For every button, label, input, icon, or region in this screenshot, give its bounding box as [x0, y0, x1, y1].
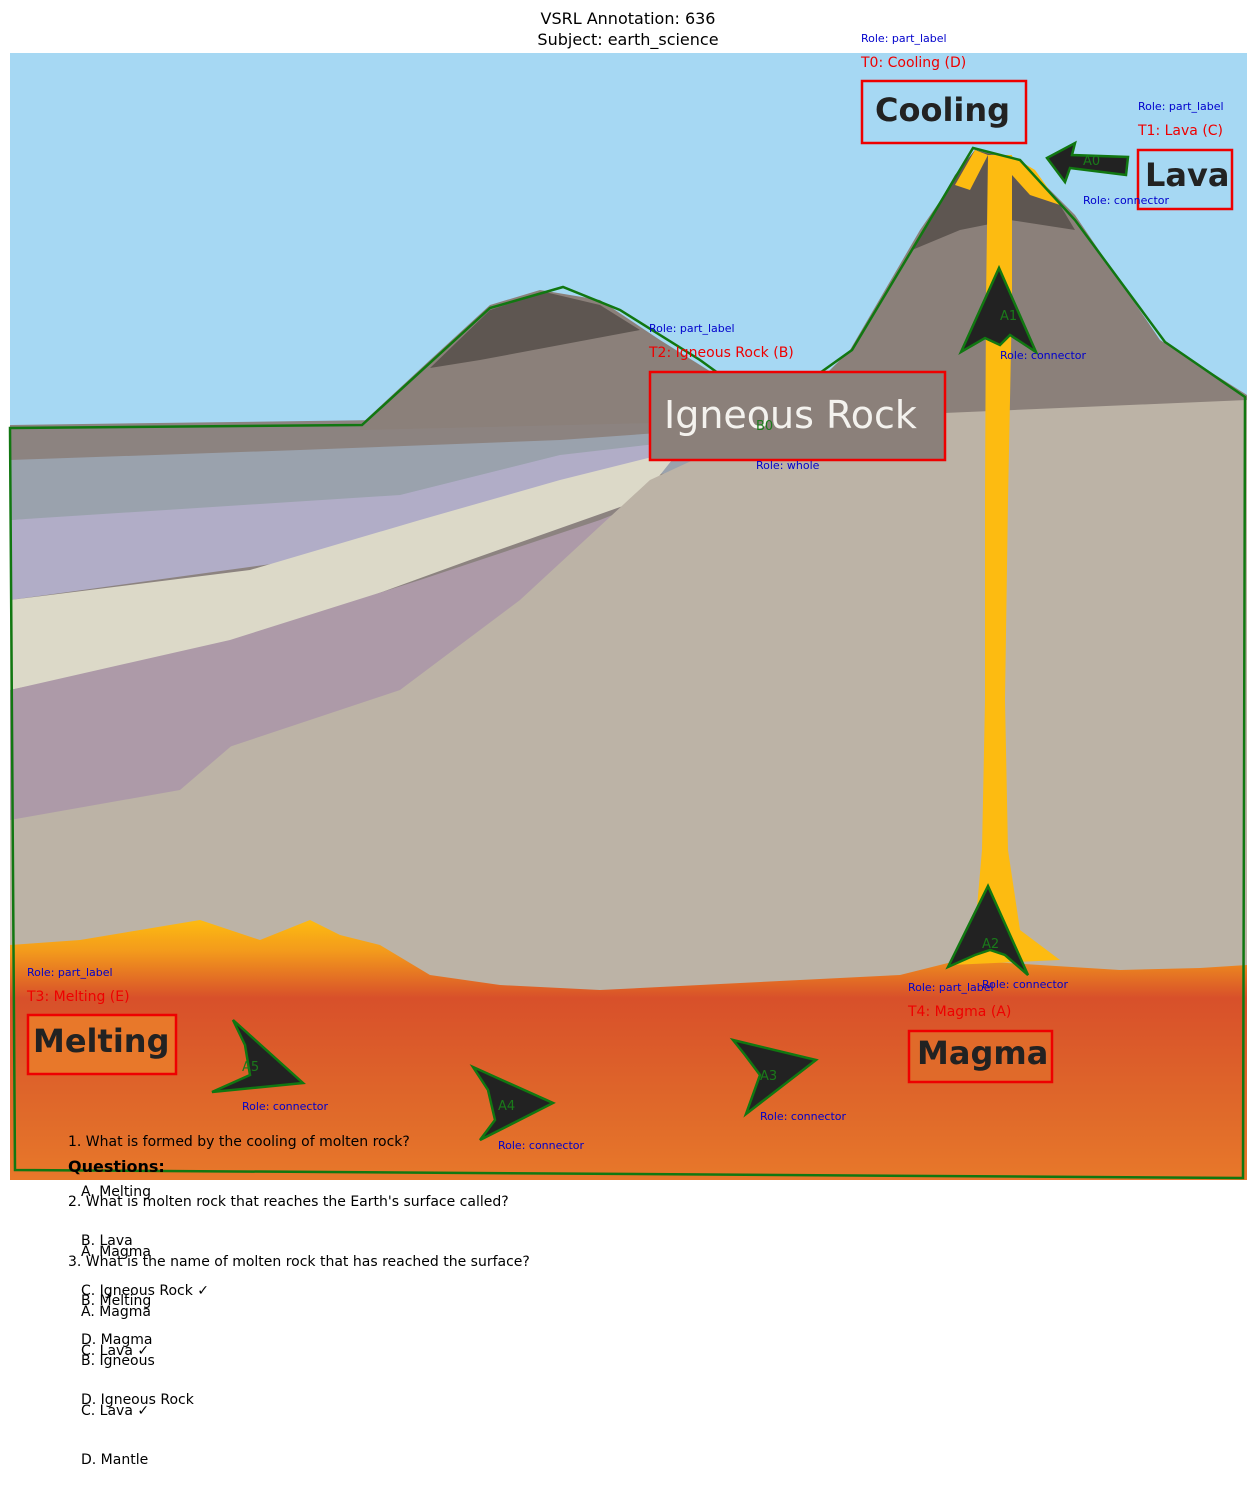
magma-label-box: Magma — [907, 1029, 1054, 1084]
question-3-text: 3. What is the name of molten rock that … — [68, 1254, 530, 1270]
a2-id: A2 — [982, 937, 999, 952]
question-2-option-b: B. Melting — [81, 1293, 152, 1309]
a1-id: A1 — [1000, 309, 1017, 324]
question-2-text: 2. What is molten rock that reaches the … — [68, 1194, 509, 1210]
a4-role: Role: connector — [498, 1139, 584, 1152]
b0-id: B0 — [756, 419, 773, 434]
question-3-option-d: D. Mantle — [81, 1452, 149, 1468]
t1-role: Role: part_label — [1138, 100, 1224, 113]
arrow-a3 — [729, 1037, 819, 1118]
magma-box-text: Magma — [917, 1034, 1048, 1072]
question-1-text: 1. What is formed by the cooling of molt… — [68, 1134, 410, 1150]
cooling-label-box: Cooling — [860, 79, 1028, 145]
question-1-option-c: C. Igneous Rock ✓ — [81, 1282, 210, 1299]
arrow-a1 — [958, 264, 1039, 356]
a3-role: Role: connector — [760, 1110, 846, 1123]
subject-title: Subject: earth_science — [537, 30, 719, 49]
question-3-option-a: A. Magma — [81, 1303, 151, 1320]
question-2-option-a: A. Magma — [81, 1243, 151, 1260]
arrow-a5 — [211, 1019, 306, 1094]
t3-role: Role: part_label — [27, 966, 113, 979]
melting-box-text: Melting — [33, 1022, 169, 1060]
lava-flow-left — [955, 150, 988, 190]
t0-role: Role: part_label — [861, 32, 947, 45]
b0-role: Role: whole — [756, 459, 820, 472]
lava-box-text: Lava — [1145, 156, 1229, 194]
stratum-mauve-edge — [10, 730, 250, 820]
question-3: 3. What is the name of molten rock that … — [68, 1221, 530, 1485]
a5-role: Role: connector — [242, 1100, 328, 1113]
cooling-box-text: Cooling — [875, 91, 1010, 129]
arrow-a0 — [1045, 140, 1130, 185]
a5-id: A5 — [242, 1060, 259, 1075]
question-3-option-b: B. Igneous — [81, 1353, 155, 1369]
question-1-option-a: A. Melting — [81, 1183, 151, 1200]
stratum-lavender — [10, 440, 690, 600]
diagram-illustration — [10, 53, 1247, 1180]
t4-tag: T4: Magma (A) — [907, 1004, 1011, 1020]
stratum-cream — [10, 450, 680, 690]
t4-role: Role: part_label — [908, 981, 994, 994]
a0-id: A0 — [1083, 154, 1100, 169]
lava-label-box: Lava — [1136, 148, 1234, 211]
question-3-option-c: C. Lava ✓ — [81, 1402, 150, 1419]
arrow-a4 — [469, 1064, 556, 1142]
a2-role: Role: connector — [982, 978, 1068, 991]
geology-diagram: Cooling Lava Igneous Rock Melting Magma … — [8, 32, 1247, 1180]
stratum-blue — [10, 430, 700, 520]
t1-tag: T1: Lava (C) — [1137, 123, 1223, 139]
a4-id: A4 — [498, 1099, 515, 1114]
a1-role: Role: connector — [1000, 349, 1086, 362]
question-1-option-b: B. Lava — [81, 1233, 133, 1249]
t3-tag: T3: Melting (E) — [26, 989, 130, 1005]
whole-outline — [8, 146, 1247, 1180]
igneous-rock-label-box: Igneous Rock — [648, 370, 947, 462]
melting-label-box: Melting — [26, 1013, 178, 1076]
arrow-a2 — [945, 883, 1030, 976]
left-mountain-cap — [430, 292, 640, 368]
lava-flow — [1010, 155, 1060, 205]
a0-role: Role: connector — [1083, 194, 1169, 207]
t2-role: Role: part_label — [649, 322, 735, 335]
magma-chamber — [10, 920, 1247, 1180]
stratum-tan — [10, 400, 1247, 1000]
t0-tag: T0: Cooling (D) — [860, 55, 966, 71]
a3-id: A3 — [760, 1069, 777, 1084]
igneous-rock-box-text: Igneous Rock — [664, 393, 917, 437]
t2-tag: T2: Igneous Rock (B) — [648, 345, 794, 361]
magma-conduit — [950, 155, 1060, 965]
questions-heading: Questions: — [68, 1157, 165, 1176]
annotation-title: VSRL Annotation: 636 — [540, 9, 716, 28]
